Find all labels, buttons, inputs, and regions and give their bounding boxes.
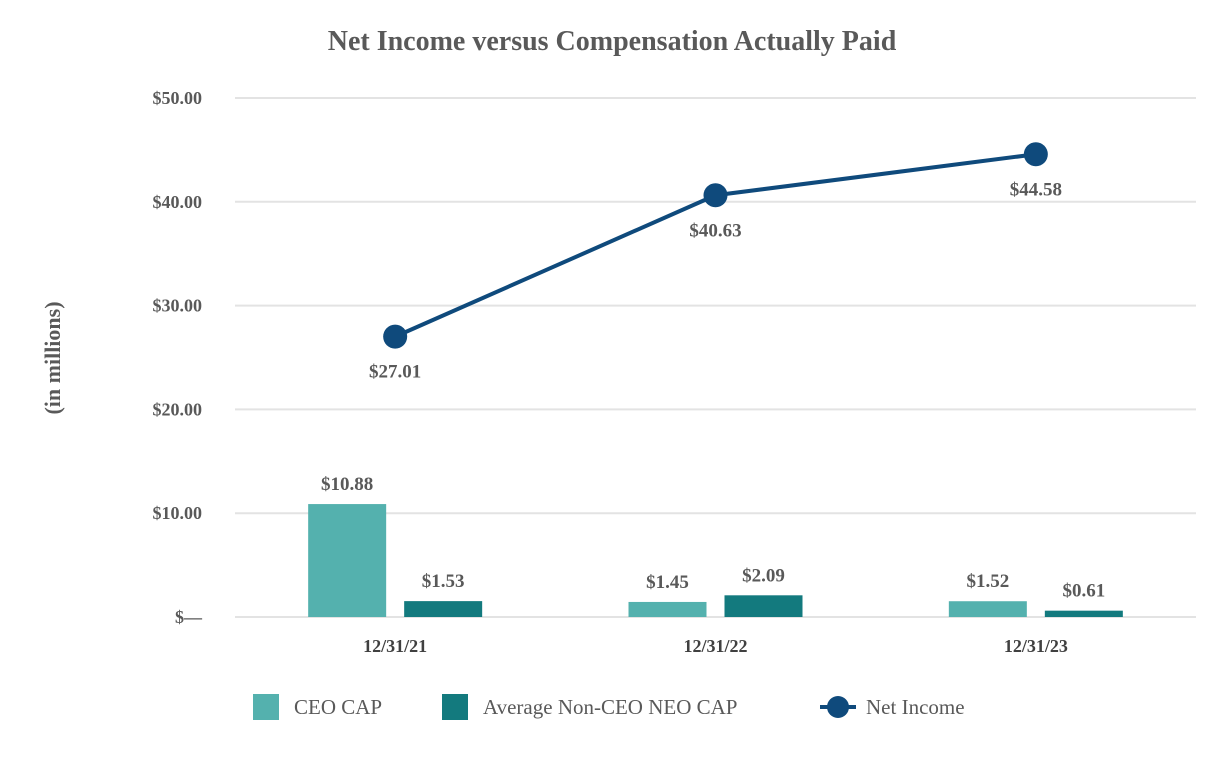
legend-label: CEO CAP [294,695,382,719]
bar-data-label: $10.88 [321,474,373,495]
y-tick-label: $20.00 [153,399,203,419]
net-income-point [1023,142,1048,167]
bar [948,601,1027,617]
net-income-line [394,152,1037,339]
legend: CEO CAP Average Non-CEO NEO CAP Net Income [253,694,965,720]
y-tick-label: $50.00 [153,88,203,108]
bar-data-label: $1.53 [422,571,465,592]
y-tick-label: $40.00 [153,192,203,212]
legend-label: Net Income [866,695,965,719]
legend-marker [827,696,849,718]
bar [724,595,803,617]
bar [628,601,707,617]
legend-swatch [253,694,279,720]
bar [1044,610,1123,617]
bar [308,504,387,617]
y-axis-ticks: $— $10.00 $20.00 $30.00 $40.00 $50.00 [153,88,204,627]
x-tick-label: 12/31/22 [683,636,747,656]
net-income-data-label: $40.63 [689,220,741,241]
data-labels: $10.88 $1.45 $1.52 $1.53 $2.09 $0.61 $27.01 $40… [321,179,1105,601]
net-income-data-label: $44.58 [1010,179,1062,200]
legend-swatch [442,694,468,720]
y-tick-label: $10.00 [153,503,203,523]
y-tick-label: $30.00 [153,296,203,316]
net-income-series [383,142,1048,349]
bar [404,601,483,617]
bar-data-label: $2.09 [742,565,785,586]
legend-label: Average Non-CEO NEO CAP [483,695,737,719]
bar-data-label: $1.52 [966,571,1009,592]
x-tick-label: 12/31/23 [1004,636,1068,656]
y-tick-label: $— [175,607,203,627]
bars [308,504,1123,617]
bar-data-label: $1.45 [646,572,689,593]
x-axis-ticks: 12/31/21 12/31/22 12/31/23 [363,636,1068,656]
net-income-data-label: $27.01 [369,362,421,383]
chart-title: Net Income versus Compensation Actually … [328,26,897,57]
x-tick-label: 12/31/21 [363,636,427,656]
bar-data-label: $0.61 [1062,581,1105,602]
y-axis-label: (in millions) [40,301,65,414]
net-income-point [703,183,728,208]
net-income-point [383,324,408,349]
